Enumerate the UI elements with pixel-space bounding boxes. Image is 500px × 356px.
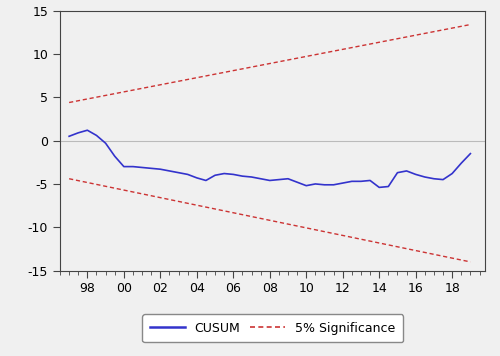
- Legend: CUSUM, 5% Significance: CUSUM, 5% Significance: [142, 314, 403, 342]
